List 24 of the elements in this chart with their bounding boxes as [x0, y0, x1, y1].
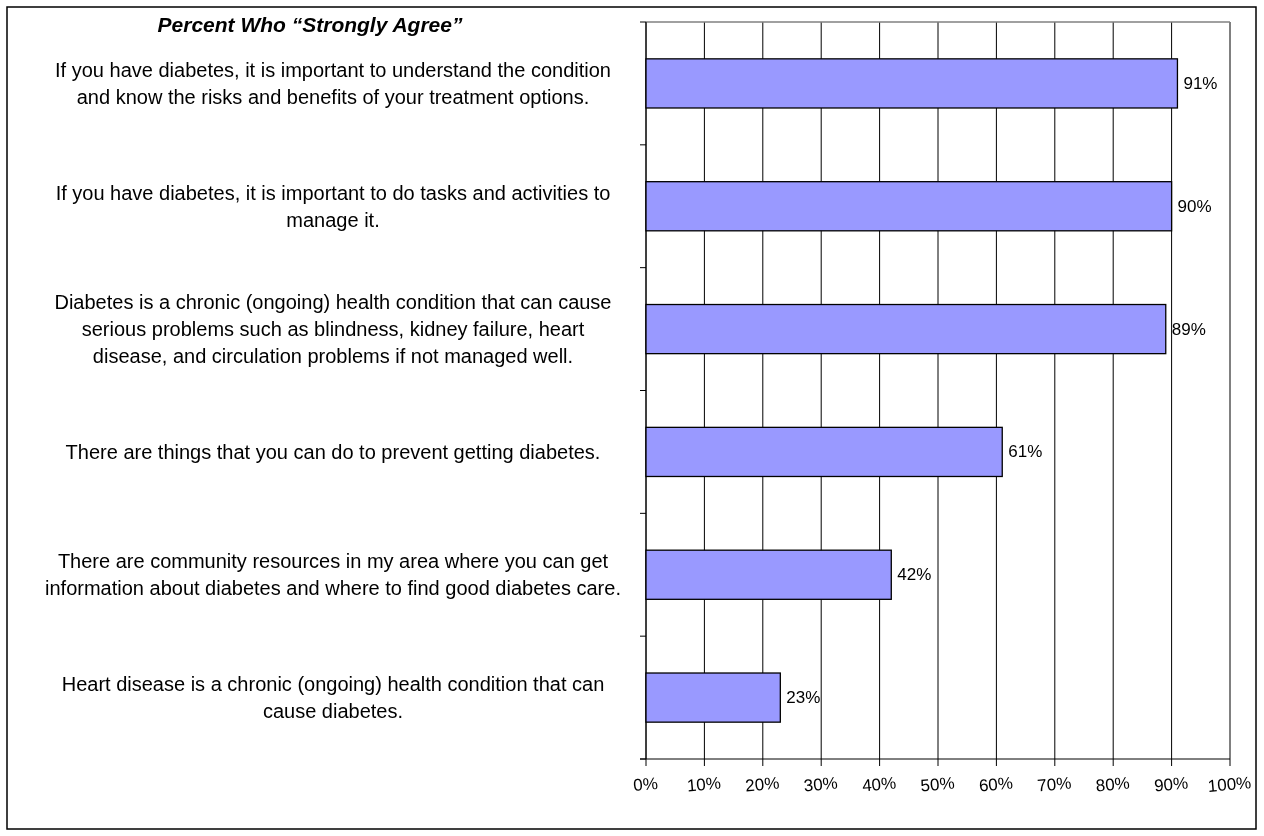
y-tick-label: If you have diabetes, it is important to do tasks and activities to manage it.	[55, 181, 611, 231]
text: Percent Who “Strongly Agree”	[157, 13, 463, 36]
x-tick-label: 80%	[1094, 773, 1131, 796]
x-tick-label: 50%	[919, 773, 956, 796]
y-tick-label: Diabetes is a chronic (ongoing) health condition that can cause serious problems such as blindness, kidney failure, heart disease, and circulation problems if not managed well.	[54, 291, 612, 368]
data-label: 89%	[1171, 319, 1206, 339]
y-tick-label: There are community resources in my area where you can get information about diabetes and where to find good diabetes care.	[45, 550, 621, 600]
x-tick-label: 0%	[632, 773, 659, 796]
x-tick-label: 60%	[978, 773, 1014, 796]
x-tick-label: 20%	[744, 773, 781, 796]
data-label: 23%	[786, 688, 821, 708]
data-label: 91%	[1183, 73, 1218, 93]
data-label: 90%	[1177, 196, 1212, 216]
x-tick-label: 70%	[1036, 773, 1073, 796]
x-tick-label: 40%	[861, 773, 897, 796]
x-tick-label: 30%	[802, 773, 839, 796]
x-tick-label: 90%	[1153, 773, 1189, 796]
x-tick-label: 100%	[1207, 773, 1253, 796]
y-tick-label: Heart disease is a chronic (ongoing) health condition that can cause diabetes.	[61, 673, 605, 723]
x-tick-label: 10%	[686, 773, 722, 796]
y-tick-label: If you have diabetes, it is important to understand the condition and know the risks and benefits of your treatment options.	[55, 58, 611, 108]
data-label: 61%	[1008, 442, 1043, 462]
data-label: 42%	[897, 565, 932, 585]
y-tick-label: There are things that you can do to prevent getting diabetes.	[65, 440, 601, 463]
